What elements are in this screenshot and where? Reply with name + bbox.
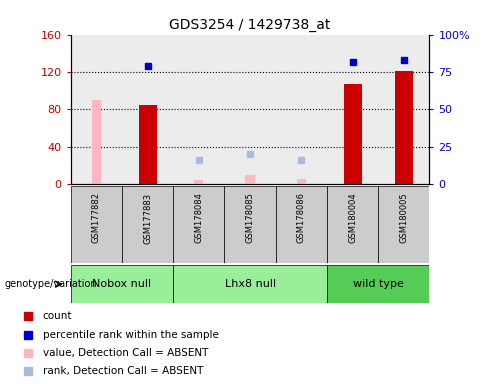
Bar xyxy=(327,265,429,303)
Text: GSM178086: GSM178086 xyxy=(297,192,306,243)
Text: GSM180004: GSM180004 xyxy=(348,192,357,243)
Text: value, Detection Call = ABSENT: value, Detection Call = ABSENT xyxy=(42,348,208,358)
Text: GSM180005: GSM180005 xyxy=(399,192,408,243)
Bar xyxy=(245,175,255,184)
Bar xyxy=(122,186,173,263)
Bar xyxy=(92,100,101,184)
Text: rank, Detection Call = ABSENT: rank, Detection Call = ABSENT xyxy=(42,366,203,376)
Bar xyxy=(173,265,327,303)
Text: percentile rank within the sample: percentile rank within the sample xyxy=(42,329,219,339)
Bar xyxy=(71,186,122,263)
Text: GSM177882: GSM177882 xyxy=(92,192,101,243)
Text: GSM178085: GSM178085 xyxy=(245,192,255,243)
Bar xyxy=(395,71,413,184)
Bar xyxy=(378,186,429,263)
Bar xyxy=(173,186,224,263)
Text: count: count xyxy=(42,311,72,321)
Text: GSM178084: GSM178084 xyxy=(194,192,203,243)
Text: Nobox null: Nobox null xyxy=(92,279,152,289)
Text: genotype/variation: genotype/variation xyxy=(5,279,98,289)
Bar xyxy=(327,186,378,263)
Bar xyxy=(276,186,327,263)
Bar xyxy=(297,179,306,184)
Text: GSM177883: GSM177883 xyxy=(143,192,152,243)
Title: GDS3254 / 1429738_at: GDS3254 / 1429738_at xyxy=(169,18,331,32)
Bar xyxy=(344,84,362,184)
Text: wild type: wild type xyxy=(353,279,404,289)
Text: Lhx8 null: Lhx8 null xyxy=(224,279,276,289)
Bar xyxy=(224,186,276,263)
Bar xyxy=(139,105,157,184)
Bar xyxy=(194,180,203,184)
Bar xyxy=(71,265,173,303)
